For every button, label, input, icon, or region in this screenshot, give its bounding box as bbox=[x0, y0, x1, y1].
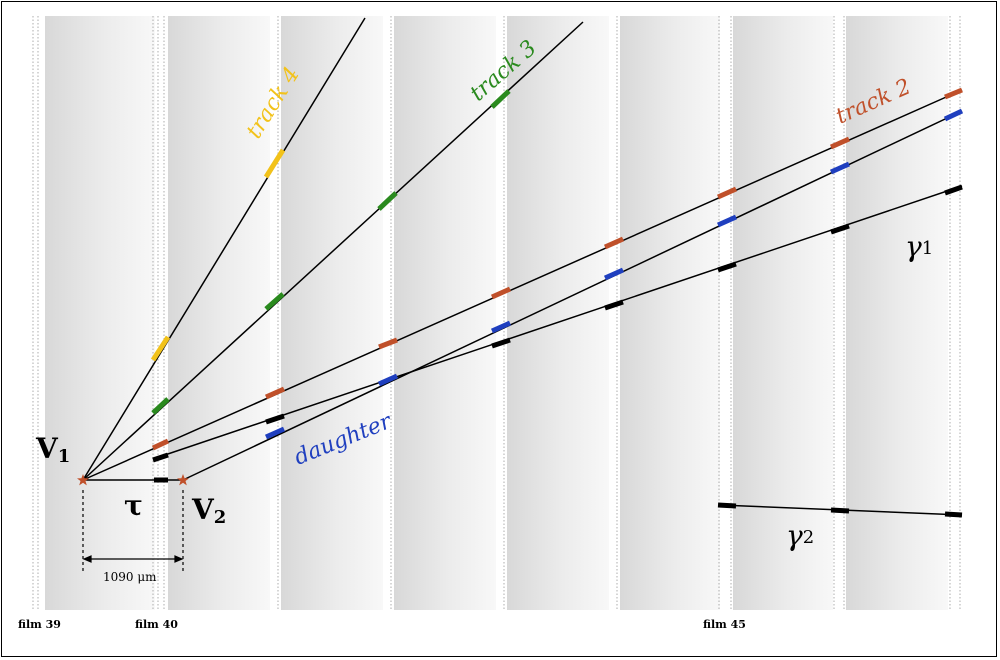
film-band bbox=[620, 16, 720, 610]
gamma2-segments bbox=[717, 502, 963, 518]
gamma2-label: γ2 bbox=[786, 519, 814, 552]
film-39-label: film 39 bbox=[18, 618, 61, 631]
vertex-v2-star bbox=[177, 474, 189, 486]
distance-markers bbox=[82, 490, 184, 574]
tau-label: τ bbox=[124, 489, 143, 522]
films bbox=[45, 16, 948, 610]
daughter-segments bbox=[264, 108, 964, 440]
vertex-v2-sub: 2 bbox=[214, 507, 227, 528]
distance-arrow bbox=[82, 555, 184, 563]
track-4-line bbox=[82, 17, 366, 481]
vertex-v1-label: V1 bbox=[35, 432, 70, 467]
vertex-v1-sub: 1 bbox=[58, 446, 71, 467]
gamma1-label: γ1 bbox=[905, 230, 933, 263]
film-band bbox=[281, 16, 383, 610]
track-2-segments bbox=[151, 87, 963, 451]
track-3-segments bbox=[151, 89, 511, 415]
distance-label: 1090 μm bbox=[103, 570, 157, 584]
gamma2-sub: 2 bbox=[803, 527, 814, 548]
film-band bbox=[733, 16, 833, 610]
gamma1-line bbox=[152, 185, 963, 460]
film-band bbox=[45, 16, 155, 610]
film-band bbox=[394, 16, 496, 610]
gamma1-sub: 1 bbox=[922, 238, 933, 259]
film-band bbox=[507, 16, 609, 610]
film-edges bbox=[32, 16, 961, 610]
gamma1-segments bbox=[152, 184, 963, 463]
track-2-line bbox=[82, 89, 963, 481]
vertex-v1-star bbox=[77, 474, 89, 486]
film-40-label: film 40 bbox=[135, 618, 178, 631]
film-45-label: film 45 bbox=[703, 618, 746, 631]
vertex-v2-label: V2 bbox=[191, 493, 226, 528]
track-4-segments bbox=[150, 148, 286, 362]
